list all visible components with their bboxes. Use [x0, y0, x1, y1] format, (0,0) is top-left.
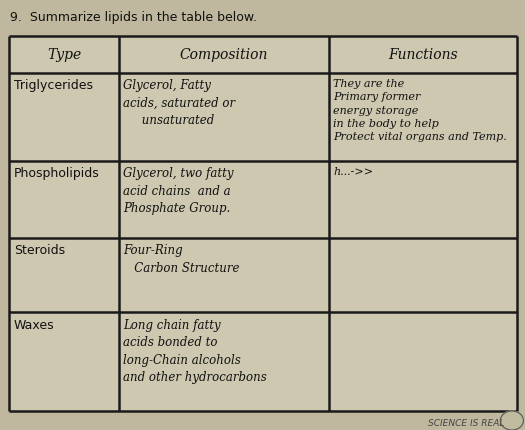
Circle shape — [500, 411, 523, 430]
Text: Four-Ring
   Carbon Structure: Four-Ring Carbon Structure — [123, 243, 239, 274]
Text: SCIENCE IS REAL: SCIENCE IS REAL — [428, 418, 504, 427]
Text: Triglycerides: Triglycerides — [14, 79, 92, 92]
Text: Phospholipids: Phospholipids — [14, 167, 99, 180]
Text: Composition: Composition — [180, 48, 268, 62]
Bar — [9, 37, 517, 411]
Text: 9.  Summarize lipids in the table below.: 9. Summarize lipids in the table below. — [10, 11, 257, 24]
Text: Glycerol, two fatty
acid chains  and a
Phosphate Group.: Glycerol, two fatty acid chains and a Ph… — [123, 167, 233, 215]
Text: h...->>: h...->> — [333, 167, 374, 177]
Text: Type: Type — [47, 48, 81, 62]
Text: Functions: Functions — [388, 48, 458, 62]
Text: Waxes: Waxes — [14, 318, 54, 331]
Text: They are the
Primary former
energy storage
in the body to help
Protect vital org: They are the Primary former energy stora… — [333, 79, 507, 141]
Text: Long chain fatty
acids bonded to
long-Chain alcohols
and other hydrocarbons: Long chain fatty acids bonded to long-Ch… — [123, 318, 267, 383]
Text: Steroids: Steroids — [14, 243, 65, 256]
Text: Glycerol, Fatty
acids, saturated or
     unsaturated: Glycerol, Fatty acids, saturated or unsa… — [123, 79, 235, 127]
